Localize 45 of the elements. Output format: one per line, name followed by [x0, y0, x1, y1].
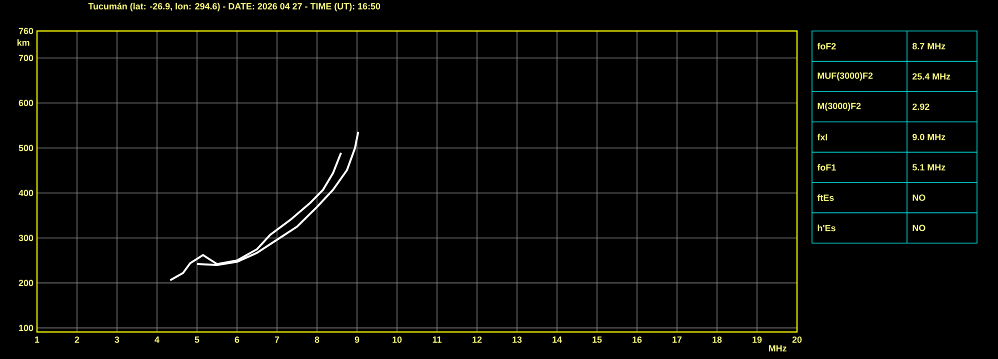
x-tick-label: 8	[314, 336, 320, 343]
x-tick-label: 11	[432, 336, 442, 343]
text: 2.92	[912, 104, 930, 110]
y-tick-label: 300	[18, 234, 34, 242]
y-tick-label: 700	[18, 54, 34, 62]
x-tick-label: 7	[274, 336, 280, 343]
category-label: ftEs	[817, 194, 834, 201]
x-tick-label: 18	[712, 336, 722, 343]
category-label: fxI	[817, 134, 828, 140]
x-tick-label: 1	[35, 336, 40, 343]
text: 8.7 MHz	[912, 42, 946, 50]
y-tick-label: 200	[18, 280, 34, 286]
y-tick-label: 760	[18, 28, 34, 34]
x-tick-label: 6	[234, 336, 240, 343]
category-label: foF2	[817, 42, 836, 50]
text: NO	[912, 224, 926, 232]
x-tick-label: 20	[792, 336, 802, 343]
x-tick-label: 5	[194, 336, 200, 343]
x-tick-label: 10	[392, 336, 402, 343]
chart-title: Tucumán (lat: -26.9, lon: 294.6) - DATE: 2026 04 27 - TIME (UT): 16:50	[88, 2, 380, 12]
x-tick-label: 3	[114, 336, 120, 343]
text: 25.4 MHz	[912, 73, 950, 80]
x-tick-label: 15	[592, 336, 602, 343]
category-label: MUF(3000)F2	[818, 72, 873, 81]
text: 5.1 MHz	[912, 164, 946, 170]
x-tick-label: 13	[512, 336, 522, 343]
x-tick-label: 17	[672, 336, 682, 343]
x-tick-label: 19	[752, 336, 762, 343]
text: 9.0 MHz	[912, 134, 946, 140]
category-label: foF1	[817, 164, 836, 171]
x-tick-label: 4	[154, 336, 160, 343]
x-tick-label: 14	[552, 336, 562, 343]
x-tick-label: 16	[632, 336, 642, 343]
y-tick-label: 400	[18, 190, 34, 196]
x-axis-title: MHz	[768, 345, 786, 352]
y-tick-label: 500	[18, 144, 34, 152]
y-axis-title: km	[17, 39, 30, 46]
category-label: M(3000)F2	[818, 102, 861, 111]
category-label: h'Es	[818, 224, 836, 232]
y-tick-label: 100	[19, 324, 34, 332]
x-tick-label: 12	[472, 336, 482, 343]
text: NO	[912, 194, 926, 201]
x-tick-label: 9	[354, 336, 360, 343]
y-tick-label: 600	[18, 100, 34, 106]
x-tick-label: 2	[74, 336, 80, 343]
